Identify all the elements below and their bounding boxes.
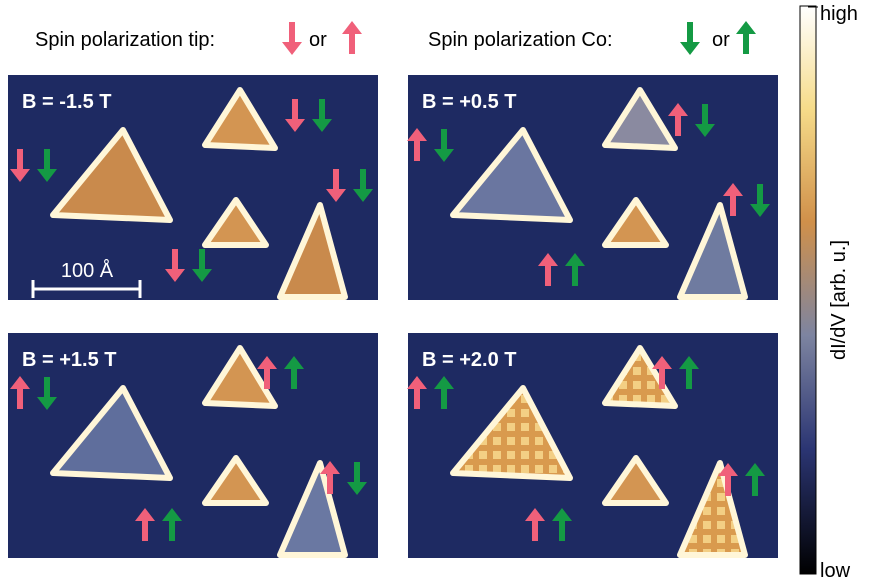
- scale-bar-label: 100 Å: [61, 259, 114, 282]
- spin-arrow: [680, 22, 700, 55]
- colorbar-low: low: [820, 560, 851, 580]
- spin-arrow: [282, 22, 302, 55]
- co-label: Spin polarization Co:: [428, 29, 613, 51]
- colorbar-high: high: [820, 3, 858, 25]
- colorbar-label: dI/dV [arb. u.]: [828, 240, 850, 360]
- panel-label: B = +2.0 T: [422, 349, 517, 371]
- tip-label: Spin polarization tip:: [35, 29, 215, 51]
- panel-label: B = +0.5 T: [422, 91, 517, 113]
- panel-label: B = -1.5 T: [22, 91, 111, 113]
- spin-arrow: [342, 21, 362, 54]
- figure: Spin polarization tip: or Spin polarizat…: [0, 0, 876, 580]
- panels: B = -1.5 T B = +0.5 T B = +1.5 T B = +2.0 T: [8, 75, 778, 558]
- co-or: or: [712, 29, 730, 51]
- tip-or: or: [309, 29, 327, 51]
- panel-label: B = +1.5 T: [22, 349, 117, 371]
- spin-arrow: [736, 21, 756, 54]
- colorbar: [800, 6, 816, 574]
